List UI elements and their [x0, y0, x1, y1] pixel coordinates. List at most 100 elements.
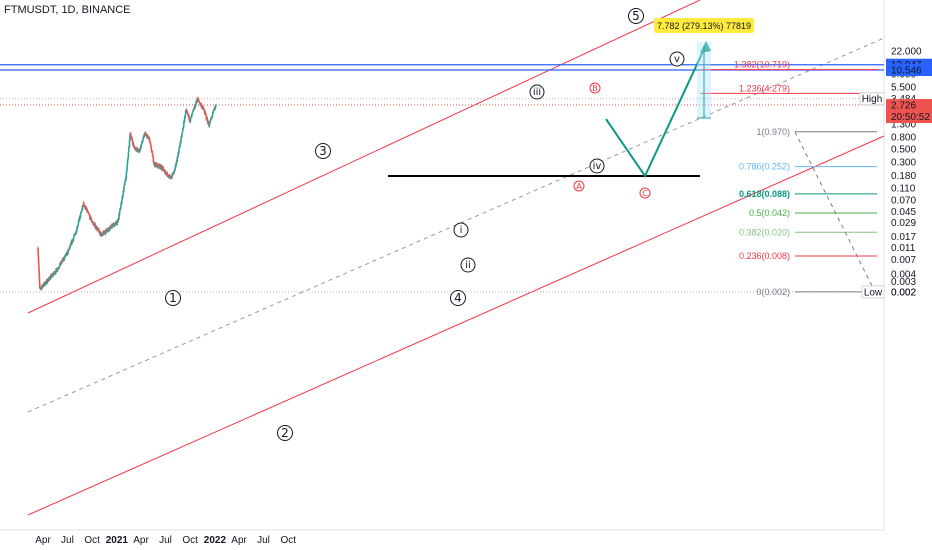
candle-body: [179, 140, 182, 143]
fib-extension-label: 1.236(4.279): [739, 83, 790, 93]
fib-retracement-label: 0.786(0.252): [739, 162, 790, 172]
candle-body: [181, 134, 183, 138]
candle-body: [73, 234, 75, 237]
candle-body: [206, 119, 209, 123]
candle-body: [183, 119, 186, 123]
candle-body: [121, 194, 124, 199]
candle-body: [77, 221, 80, 225]
y-tick-label: 0.045: [891, 207, 916, 218]
wave-label-ii-circle: [460, 257, 476, 273]
wave-label-3: 3: [319, 144, 327, 158]
candle-body: [170, 177, 172, 179]
x-tick-label: Apr: [35, 535, 51, 546]
candle-body: [67, 249, 69, 254]
low-label-text: Low: [864, 287, 883, 298]
wave-label-iv-circle: [589, 158, 605, 174]
candle-body: [94, 223, 96, 228]
candle-body: [127, 152, 130, 157]
candle-body: [126, 163, 129, 167]
candle-body: [77, 220, 80, 222]
current-price-badge: [886, 99, 932, 124]
candle-body: [57, 268, 59, 270]
wave-label-v-circle: [669, 51, 685, 67]
candle-body: [199, 102, 202, 106]
candle-body: [192, 110, 194, 112]
candle-body: [58, 264, 61, 268]
candle-body: [123, 187, 125, 192]
channel-upper-line: [27, 0, 701, 314]
candle-body: [178, 149, 180, 154]
wave-label-i-circle: [453, 222, 469, 238]
x-tick-label: Apr: [133, 535, 149, 546]
candle-body: [63, 257, 66, 261]
wave-label-4-circle: [450, 290, 466, 306]
candle-body: [196, 100, 198, 103]
x-tick-label: 2021: [106, 535, 129, 546]
low-label-bg: [861, 285, 885, 299]
candle-body: [140, 144, 143, 148]
wave-label-4: 4: [454, 291, 462, 305]
corrective-label-c-circle: [639, 187, 651, 199]
countdown-timer: 20:50:52: [891, 112, 930, 123]
candle-body: [192, 109, 195, 111]
wave-label-i: i: [460, 225, 463, 236]
x-tick-label: Jul: [61, 535, 74, 546]
y-tick-label: 0.500: [891, 144, 916, 155]
measure-badge-text: 7.782 (279.13%) 77819: [657, 21, 751, 31]
candle-body: [99, 231, 102, 233]
wave-label-iii: iii: [533, 87, 541, 98]
candle-body: [119, 209, 121, 213]
candle-body: [181, 133, 183, 135]
candle-body: [78, 216, 81, 220]
candle-body: [124, 181, 126, 185]
wave-label-5: 5: [632, 9, 640, 23]
candle-body: [83, 202, 85, 206]
candle-body: [69, 243, 72, 246]
wave-label-ii: ii: [465, 260, 471, 271]
corrective-label-a: A: [576, 182, 582, 191]
wave-label-1: 1: [169, 291, 177, 305]
candle-body: [99, 232, 102, 234]
high-label-bg: [859, 92, 885, 106]
candle-body: [122, 190, 125, 195]
candle-body: [81, 205, 84, 210]
candle-body: [151, 152, 154, 158]
candle-body: [56, 271, 58, 273]
candle-body: [164, 171, 167, 174]
fib-retracement-label: 1(0.970): [756, 127, 790, 137]
candle-body: [207, 121, 210, 124]
candle-body: [151, 151, 154, 153]
candle-body: [177, 152, 179, 158]
candle-body: [112, 224, 114, 228]
candle-body: [144, 133, 147, 135]
fib-retracement-label: 0.5(0.042): [749, 208, 790, 218]
candle-body: [141, 141, 144, 143]
candle-body: [127, 149, 130, 153]
y-tick-label: 0.070: [891, 195, 916, 206]
high-label-text: High: [862, 94, 883, 105]
y-tick-label: 5.500: [891, 82, 916, 93]
candle-body: [131, 137, 133, 141]
candle-body: [215, 105, 217, 106]
candle-body: [55, 269, 57, 274]
candle-body: [184, 110, 187, 116]
candle-body: [194, 103, 197, 107]
candle-body: [162, 167, 165, 169]
candle-body: [107, 228, 110, 231]
y-tick-label: 1.300: [891, 120, 916, 131]
candle-body: [102, 232, 105, 235]
candle-body: [182, 122, 185, 127]
candle-body: [142, 139, 144, 142]
candle-body: [150, 149, 153, 152]
channel-lower-line: [27, 135, 885, 516]
candle-body: [126, 166, 128, 171]
candle-body: [122, 194, 124, 196]
candle-body: [98, 231, 101, 234]
candle-body: [206, 117, 208, 121]
candle-body: [37, 249, 39, 255]
candle-body: [124, 177, 127, 182]
candle-body: [71, 240, 74, 243]
candle-body: [38, 276, 41, 283]
candle-body: [152, 161, 155, 164]
